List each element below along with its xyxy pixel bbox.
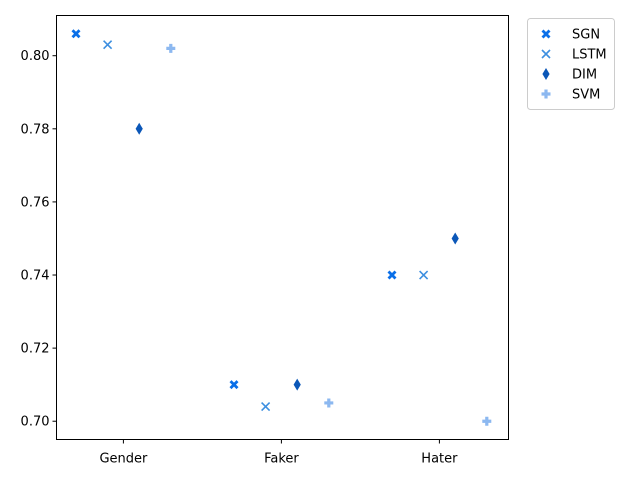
legend-marker-svm	[541, 89, 551, 99]
point-lstm-gender	[103, 40, 113, 50]
point-lstm-hater	[419, 270, 429, 280]
point-dim-faker	[293, 378, 301, 391]
legend-marker-lstm	[541, 49, 551, 59]
y-tick-label: 0.76	[21, 195, 50, 210]
legend-marker-dim	[542, 68, 550, 80]
legend: SGN LSTM DIM SVM	[527, 18, 615, 110]
point-svm-faker	[324, 398, 334, 408]
point-sgn-gender	[71, 29, 81, 39]
y-axis: 0.70 0.72 0.74 0.76 0.78 0.80	[21, 49, 57, 430]
data-points	[71, 29, 492, 426]
point-sgn-hater	[387, 270, 397, 280]
point-svm-hater	[482, 416, 492, 426]
point-sgn-faker	[229, 380, 239, 390]
legend-label-svm: SVM	[572, 88, 600, 103]
point-dim-gender	[135, 122, 143, 135]
x-tick-label: Gender	[99, 452, 148, 467]
legend-box	[527, 18, 615, 110]
y-tick-label: 0.74	[21, 269, 50, 284]
plot-area	[56, 15, 509, 440]
x-tick-label: Faker	[264, 452, 299, 467]
legend-label-lstm: LSTM	[572, 48, 607, 63]
point-dim-hater	[451, 232, 459, 245]
legend-label-dim: DIM	[572, 68, 597, 83]
y-tick-label: 0.72	[21, 342, 50, 357]
y-tick-label: 0.70	[21, 415, 50, 430]
point-lstm-faker	[261, 402, 271, 412]
legend-label-sgn: SGN	[572, 28, 600, 43]
x-axis: Gender Faker Hater	[99, 439, 458, 467]
legend-marker-sgn	[541, 29, 551, 39]
x-tick-label: Hater	[421, 452, 458, 467]
y-tick-label: 0.80	[21, 49, 50, 64]
point-svm-gender	[166, 43, 176, 53]
y-tick-label: 0.78	[21, 122, 50, 137]
